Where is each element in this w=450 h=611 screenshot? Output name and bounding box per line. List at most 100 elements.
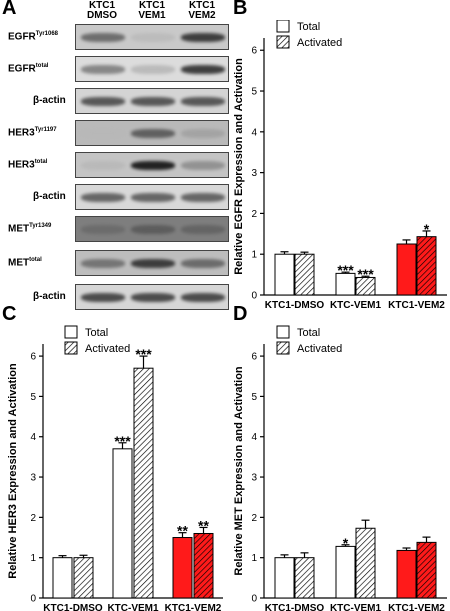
blot-protein-site: total bbox=[34, 159, 48, 165]
blot-band bbox=[131, 129, 175, 138]
blot-row-label: EGFRTyr1068 bbox=[8, 31, 58, 42]
x-category-label: KTC1-DMSO bbox=[265, 603, 325, 611]
bar bbox=[396, 549, 417, 599]
blot-strip bbox=[75, 56, 229, 82]
bar bbox=[355, 527, 376, 599]
blot-band bbox=[181, 161, 225, 170]
lane-header-vem1: KTC1 VEM1 bbox=[129, 1, 175, 21]
significance-marker: * bbox=[343, 535, 349, 551]
legend-swatch-total bbox=[276, 325, 290, 339]
x-category-label: KTC1-VEM2 bbox=[165, 603, 222, 611]
significance-marker: ** bbox=[177, 523, 188, 539]
blot-band bbox=[181, 293, 225, 302]
y-tick-label: 0 bbox=[251, 291, 257, 302]
bar bbox=[112, 448, 133, 599]
blot-band bbox=[131, 65, 175, 74]
x-category-label: KTC1-VEM2 bbox=[388, 603, 445, 611]
blot-protein-site: Tyr1068 bbox=[35, 31, 59, 37]
significance-marker: * bbox=[424, 221, 430, 237]
legend-label-activated: Activated bbox=[297, 37, 342, 49]
blot-band bbox=[81, 65, 125, 74]
bar bbox=[294, 253, 315, 296]
blot-row-label: β-actin bbox=[33, 191, 66, 202]
panel-letter-b: B bbox=[233, 0, 248, 19]
y-tick-label: 1 bbox=[251, 553, 257, 564]
blot-protein-site: Tyr1349 bbox=[29, 223, 52, 229]
chart-her3: 0 1 2 3 4 5 6 Relative HER3 Expression and Acti… bbox=[7, 325, 223, 611]
y-axis-label: Relative EGFR Expression and Activation bbox=[233, 58, 245, 275]
y-tick-label: 4 bbox=[251, 127, 257, 138]
bar bbox=[73, 557, 94, 599]
significance-marker: *** bbox=[357, 266, 374, 282]
y-tick-label: 1 bbox=[251, 250, 257, 261]
legend-swatch-total bbox=[64, 325, 78, 339]
y-tick-label: 6 bbox=[251, 46, 257, 57]
y-tick-label: 0 bbox=[251, 594, 257, 605]
x-category-label: KTC1-DMSO bbox=[265, 300, 325, 311]
y-tick-label: 2 bbox=[251, 209, 257, 220]
y-tick-label: 5 bbox=[30, 392, 36, 403]
y-tick-label: 3 bbox=[251, 473, 257, 484]
lane-header-line1: KTC1 bbox=[188, 0, 216, 11]
blot-band bbox=[81, 293, 125, 302]
bar bbox=[294, 557, 315, 599]
blot-band bbox=[181, 259, 225, 268]
blot-protein-name: HER3 bbox=[8, 159, 35, 171]
blot-band bbox=[131, 225, 175, 234]
blot-strip bbox=[75, 152, 229, 178]
y-tick-label: 6 bbox=[251, 352, 257, 363]
blot-band bbox=[181, 97, 225, 106]
legend-swatch-activated bbox=[276, 35, 290, 49]
x-category-label: KTC-VEM1 bbox=[330, 300, 382, 311]
blot-protein-name: β-actin bbox=[33, 191, 66, 202]
legend-label-total: Total bbox=[297, 21, 320, 33]
lane-header-vem2: KTC1 VEM2 bbox=[179, 1, 225, 21]
legend-label-activated: Activated bbox=[85, 343, 130, 355]
blot-protein-name: EGFR bbox=[8, 63, 36, 75]
blot-band bbox=[181, 65, 225, 74]
blot-row-label: HER3Tyr1197 bbox=[8, 127, 57, 138]
blot-band bbox=[81, 161, 125, 170]
panel-letter-a: A bbox=[2, 0, 17, 19]
legend-swatch-activated bbox=[276, 341, 290, 355]
blot-row-label: β-actin bbox=[33, 95, 66, 106]
lane-header-dmso: KTC1 DMSO bbox=[79, 1, 125, 21]
bar bbox=[274, 253, 295, 296]
chart-met: 0 1 2 3 4 5 6 Relative MET Expression and Activ… bbox=[233, 325, 447, 611]
y-axis-label: Relative HER3 Expression and Activation bbox=[7, 363, 19, 579]
y-tick-label: 3 bbox=[251, 168, 257, 179]
blot-band bbox=[181, 33, 225, 42]
legend-swatch-activated bbox=[64, 341, 78, 355]
blot-band bbox=[131, 293, 175, 302]
blot-strip bbox=[75, 120, 229, 146]
y-tick-label: 6 bbox=[30, 352, 36, 363]
y-axis-label: Relative MET Expression and Activation bbox=[233, 366, 245, 576]
x-category-label: KTC-VEM1 bbox=[330, 603, 382, 611]
x-category-label: KTC-VEM1 bbox=[107, 603, 159, 611]
x-category-label: KTC1-VEM2 bbox=[388, 300, 445, 311]
chart-egfr: 0 1 2 3 4 5 6 Relative EGFR Expression and Acti… bbox=[233, 20, 447, 311]
blot-protein-site: total bbox=[35, 63, 49, 69]
bar bbox=[416, 236, 437, 296]
y-tick-label: 4 bbox=[30, 432, 36, 443]
western-blot-panel: KTC1 DMSO KTC1 VEM1 KTC1 VEM2 EGFRTyr106… bbox=[0, 0, 230, 310]
blot-protein-name: EGFR bbox=[8, 31, 36, 43]
bar bbox=[416, 541, 437, 599]
blot-row-label: METtotal bbox=[8, 257, 42, 268]
blot-band bbox=[181, 225, 225, 234]
blot-band bbox=[131, 33, 175, 42]
y-tick-label: 5 bbox=[251, 87, 257, 98]
blot-band bbox=[181, 129, 225, 138]
blot-band bbox=[81, 225, 125, 234]
lane-header-line1: KTC1 bbox=[138, 0, 166, 11]
blot-strip bbox=[75, 216, 229, 242]
blot-band bbox=[81, 33, 125, 42]
bar bbox=[335, 545, 356, 599]
blot-row-label: METTyr1349 bbox=[8, 223, 51, 234]
blot-band bbox=[181, 193, 225, 202]
blot-row-label: HER3total bbox=[8, 159, 47, 170]
legend-label-activated: Activated bbox=[297, 343, 342, 355]
blot-band bbox=[131, 161, 175, 170]
panel-letter-d: D bbox=[233, 303, 248, 325]
bar bbox=[172, 537, 193, 599]
